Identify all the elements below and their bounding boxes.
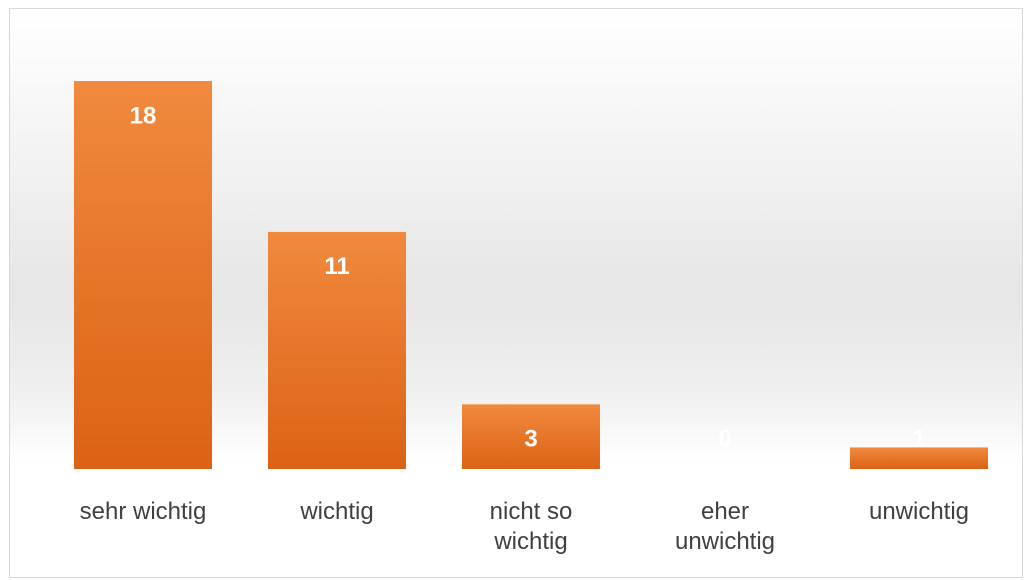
- data-label: 0: [718, 425, 731, 452]
- x-tick-label: wichtig: [300, 498, 374, 525]
- x-tick-label: sehr wichtig: [79, 498, 207, 525]
- x-tick-label: nicht so wichtig: [489, 498, 573, 555]
- x-tick-label: unwichtig: [868, 498, 970, 525]
- bar: [74, 81, 212, 469]
- bar: [850, 447, 988, 469]
- bar: [462, 404, 600, 469]
- x-tick-label: eher unwichtig: [674, 498, 776, 555]
- bar: [268, 231, 406, 469]
- data-label: 1: [912, 425, 925, 452]
- data-label: 3: [524, 425, 537, 452]
- data-label: 18: [130, 102, 157, 129]
- data-label: 11: [324, 253, 349, 280]
